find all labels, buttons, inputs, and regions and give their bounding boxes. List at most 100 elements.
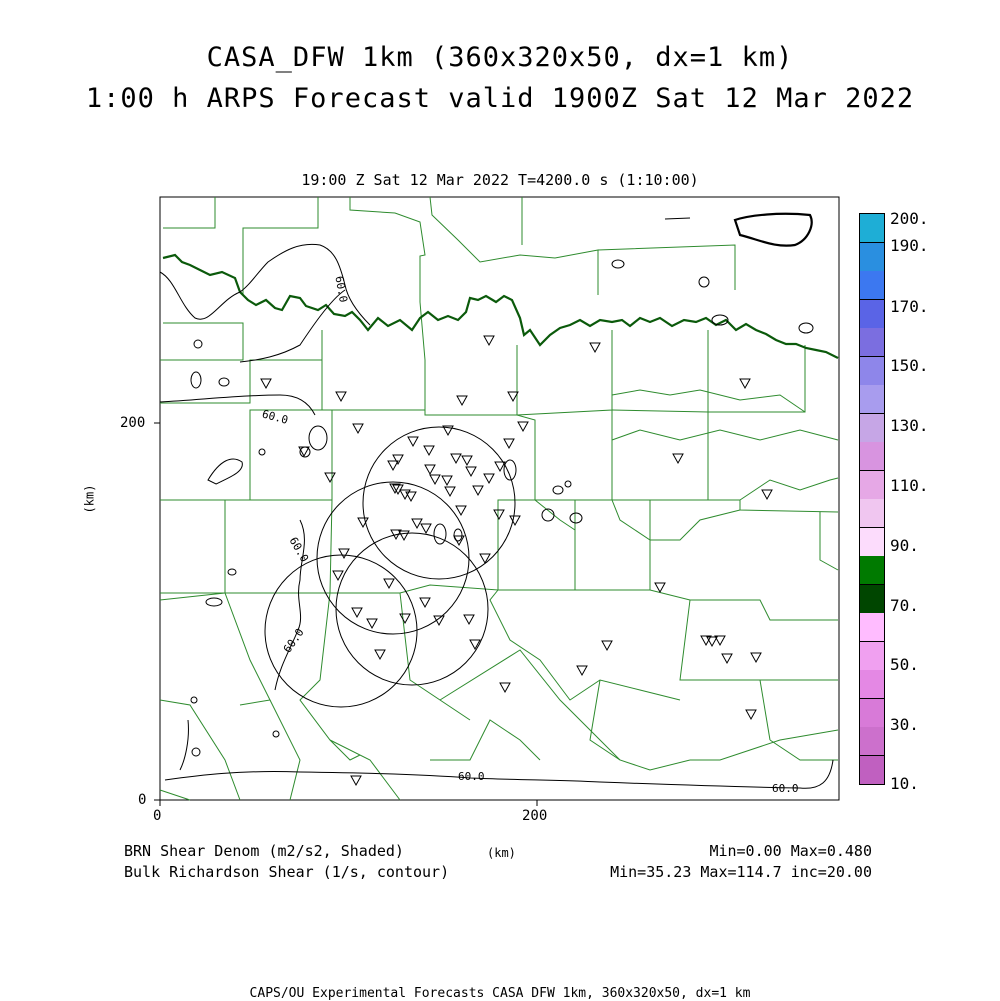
station-marker <box>493 509 505 521</box>
colorbar-segment <box>860 641 884 671</box>
station-marker <box>479 553 491 565</box>
plot-title-line2: 1:00 h ARPS Forecast valid 1900Z Sat 12 … <box>85 83 915 114</box>
colorbar-segment <box>860 214 884 243</box>
credit-line: CAPS/OU Experimental Forecasts CASA DFW … <box>249 986 751 1001</box>
contour-label: 60.0 <box>281 626 307 655</box>
station-marker <box>389 483 401 495</box>
plot-subtitle: 19:00 Z Sat 12 Mar 2022 T=4200.0 s (1:10… <box>301 171 699 189</box>
colorbar-label: 170. <box>890 297 929 316</box>
station-marker <box>672 453 684 465</box>
station-marker <box>390 529 402 541</box>
station-marker <box>441 475 453 487</box>
station-marker <box>509 515 521 527</box>
colorbar-label: 10. <box>890 774 919 793</box>
station-marker <box>399 613 411 625</box>
station-marker <box>420 523 432 535</box>
station-marker <box>483 335 495 347</box>
colorbar-segment <box>860 527 884 557</box>
station-marker <box>461 455 473 467</box>
colorbar-label: 50. <box>890 655 919 674</box>
contour-min-max: Min=35.23 Max=114.7 inc=20.00 <box>610 863 872 881</box>
station-marker <box>444 486 456 498</box>
colorbar-label: 150. <box>890 356 929 375</box>
colorbar-segment <box>860 413 884 443</box>
station-marker <box>503 438 515 450</box>
station-marker <box>423 445 435 457</box>
legend-shaded-field: BRN Shear Denom (m2/s2, Shaded) <box>124 842 404 860</box>
station-marker <box>465 466 477 478</box>
colorbar-segment <box>860 727 884 756</box>
contour-label: 60.0 <box>772 782 799 795</box>
colorbar-label: 90. <box>890 536 919 555</box>
station-marker <box>453 535 465 547</box>
station-marker <box>654 582 666 594</box>
colorbar-segment <box>860 470 884 500</box>
colorbar <box>859 213 885 785</box>
station-marker <box>601 640 613 652</box>
station-marker <box>398 530 410 542</box>
colorbar-segment <box>860 670 884 699</box>
colorbar-segment <box>860 385 884 414</box>
station-marker <box>507 391 519 403</box>
colorbar-label: 70. <box>890 596 919 615</box>
x-tick-label: 0 <box>153 808 162 824</box>
colorbar-segment <box>860 299 884 329</box>
station-marker <box>463 614 475 626</box>
station-marker <box>472 485 484 497</box>
station-marker <box>298 446 310 458</box>
contour-label: 60.0 <box>287 535 312 564</box>
station-marker <box>366 618 378 630</box>
station-marker <box>411 518 423 530</box>
station-marker <box>338 548 350 560</box>
station-marker <box>260 378 272 390</box>
shear-contours <box>159 212 834 789</box>
station-marker <box>332 570 344 582</box>
colorbar-label: 110. <box>890 476 929 495</box>
station-marker <box>450 453 462 465</box>
colorbar-segment <box>860 698 884 728</box>
station-marker <box>324 472 336 484</box>
x-axis-label: (km) <box>487 846 516 860</box>
station-marker <box>383 578 395 590</box>
shaded-min-max: Min=0.00 Max=0.480 <box>709 842 872 860</box>
station-marker <box>494 461 506 473</box>
colorbar-segment <box>860 271 884 300</box>
station-marker <box>483 473 495 485</box>
station-marker <box>761 489 773 501</box>
colorbar-segment <box>860 242 884 272</box>
plot-title-line1: CASA_DFW 1km (360x320x50, dx=1 km) <box>206 42 794 73</box>
colorbar-segment <box>860 556 884 585</box>
colorbar-label: 190. <box>890 236 929 255</box>
colorbar-segment <box>860 584 884 614</box>
station-marker <box>456 395 468 407</box>
station-marker <box>576 665 588 677</box>
station-marker <box>392 454 404 466</box>
station-marker <box>399 489 411 501</box>
state-boundary <box>162 253 839 359</box>
contour-label: 60.0 <box>332 275 349 303</box>
station-marker <box>419 597 431 609</box>
station-marker <box>469 639 481 651</box>
station-marker <box>442 425 454 437</box>
station-marker <box>721 653 733 665</box>
colorbar-segment <box>860 755 884 785</box>
colorbar-segment <box>860 356 884 386</box>
station-markers <box>260 335 773 787</box>
colorbar-segment <box>860 328 884 357</box>
station-marker <box>424 464 436 476</box>
colorbar-segment <box>860 613 884 642</box>
station-marker <box>374 649 386 661</box>
station-marker <box>405 491 417 503</box>
station-marker <box>351 607 363 619</box>
station-marker <box>407 436 419 448</box>
x-tick-label: 200 <box>522 808 548 824</box>
colorbar-label: 30. <box>890 715 919 734</box>
station-marker <box>739 378 751 390</box>
station-marker <box>357 517 369 529</box>
colorbar-segment <box>860 442 884 471</box>
station-marker <box>714 635 726 647</box>
y-tick-label: 0 <box>138 792 147 808</box>
station-marker <box>352 423 364 435</box>
station-marker <box>433 615 445 627</box>
